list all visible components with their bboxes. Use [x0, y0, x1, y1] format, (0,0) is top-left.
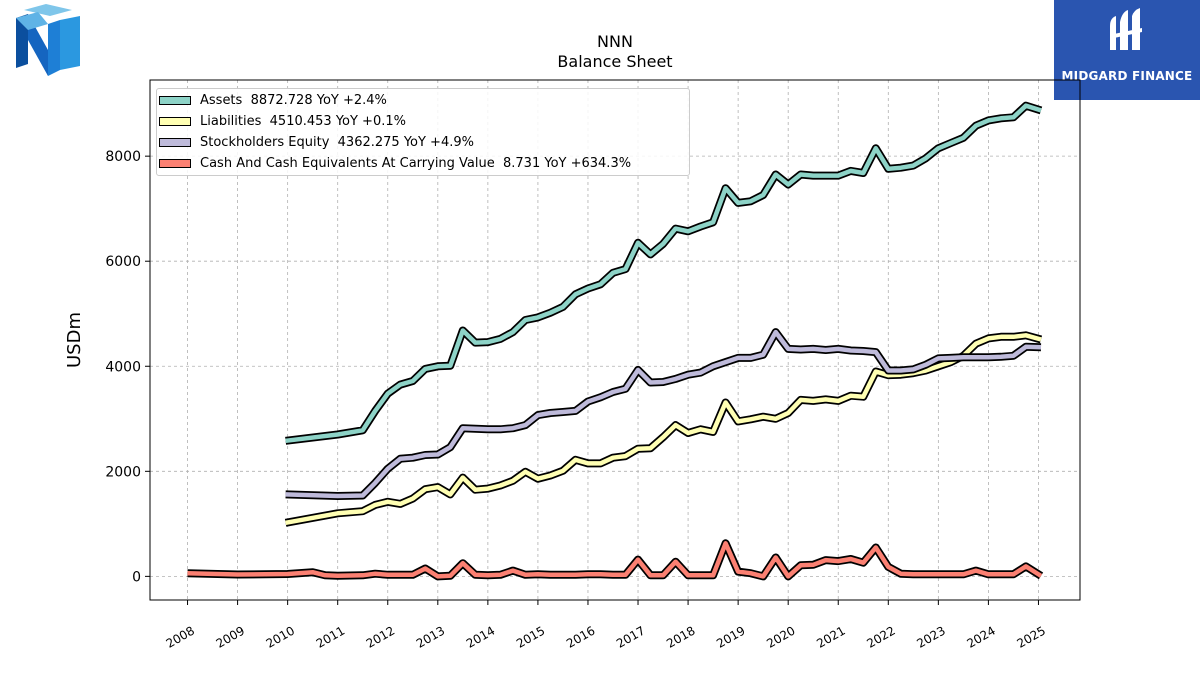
brand-name: MIDGARD FINANCE [1061, 69, 1193, 83]
series-line-stockholders-equity [285, 329, 1042, 499]
x-tick-label: 2017 [614, 623, 647, 650]
legend-swatch-cash [159, 158, 191, 168]
x-axis: 2008 2009 2010 2011 2012 2013 2014 2015 2016 2017… [164, 600, 1048, 651]
x-tick-label: 2011 [314, 623, 347, 650]
y-tick-label: 2000 [105, 464, 141, 480]
legend-label-cash: Cash And Cash Equivalents At Carrying Va… [200, 155, 632, 171]
y-tick-label: 6000 [105, 254, 141, 270]
legend-item-cash: Cash And Cash Equivalents At Carrying Va… [159, 153, 631, 173]
legend-label-equity: Stockholders Equity 4362.275 YoY +4.9% [200, 134, 474, 150]
x-tick-label: 2010 [264, 623, 297, 650]
x-tick-label: 2008 [164, 623, 197, 650]
plot-frame [149, 79, 1081, 601]
legend-swatch-assets [159, 95, 191, 105]
x-tick-label: 2013 [414, 623, 447, 650]
legend-swatch-equity [159, 137, 191, 147]
y-tick-label: 0 [132, 569, 141, 585]
x-tick-label: 2015 [514, 623, 547, 650]
chart-title: NNN [597, 32, 633, 51]
x-tick-label: 2021 [814, 623, 847, 650]
series-line-assets [285, 103, 1042, 444]
x-tick-label: 2012 [364, 623, 397, 650]
legend-label-assets: Assets 8872.728 YoY +2.4% [200, 92, 387, 108]
x-tick-label: 2019 [714, 623, 747, 650]
y-tick-label: 4000 [105, 359, 141, 375]
x-tick-label: 2014 [464, 623, 497, 650]
legend-item-equity: Stockholders Equity 4362.275 YoY +4.9% [159, 132, 474, 152]
x-tick-label: 2009 [214, 623, 247, 650]
chart-subtitle: Balance Sheet [557, 52, 673, 71]
legend-label-liabilities: Liabilities 4510.453 YoY +0.1% [200, 113, 406, 129]
series-lines [187, 101, 1044, 581]
legend-item-liabilities: Liabilities 4510.453 YoY +0.1% [159, 111, 406, 131]
y-axis: 0 2000 4000 6000 8000 [105, 149, 150, 585]
x-tick-label: 2018 [664, 623, 697, 650]
x-tick-label: 2024 [964, 623, 997, 650]
y-tick-label: 8000 [105, 149, 141, 165]
y-axis-label: USDm [64, 312, 85, 368]
midgard-emblem-icon [1110, 8, 1142, 50]
legend-swatch-liabilities [159, 116, 191, 126]
x-tick-label: 2025 [1015, 623, 1048, 650]
series-line-cash-and-cash-equivalents-at-carrying-value [187, 541, 1043, 579]
series-line-liabilities [285, 333, 1042, 526]
brand-logo-icon [16, 4, 80, 76]
midgard-finance-logo: MIDGARD FINANCE [1054, 0, 1200, 100]
x-tick-label: 2020 [764, 623, 797, 650]
x-tick-label: 2022 [864, 623, 897, 650]
x-tick-label: 2016 [564, 623, 597, 650]
legend: Assets 8872.728 YoY +2.4% Liabilities 45… [156, 88, 690, 176]
x-tick-label: 2023 [914, 623, 947, 650]
legend-item-assets: Assets 8872.728 YoY +2.4% [159, 90, 387, 110]
